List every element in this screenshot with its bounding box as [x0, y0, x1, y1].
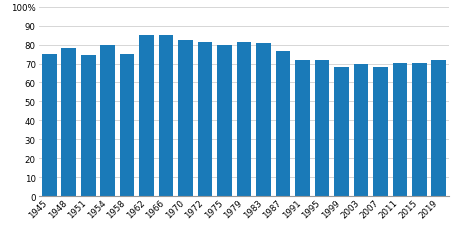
Bar: [431, 60, 446, 197]
Bar: [315, 61, 329, 197]
Bar: [42, 55, 57, 197]
Bar: [393, 63, 407, 197]
Bar: [61, 49, 76, 197]
Bar: [276, 52, 290, 197]
Bar: [334, 68, 349, 197]
Bar: [256, 43, 271, 197]
Bar: [237, 43, 252, 197]
Bar: [159, 36, 173, 197]
Bar: [217, 46, 232, 197]
Bar: [354, 65, 368, 197]
Bar: [178, 41, 193, 197]
Bar: [198, 43, 212, 197]
Bar: [100, 46, 115, 197]
Bar: [295, 60, 310, 197]
Bar: [373, 68, 388, 197]
Bar: [139, 36, 154, 197]
Bar: [120, 55, 134, 197]
Bar: [81, 56, 95, 197]
Bar: [412, 64, 427, 197]
